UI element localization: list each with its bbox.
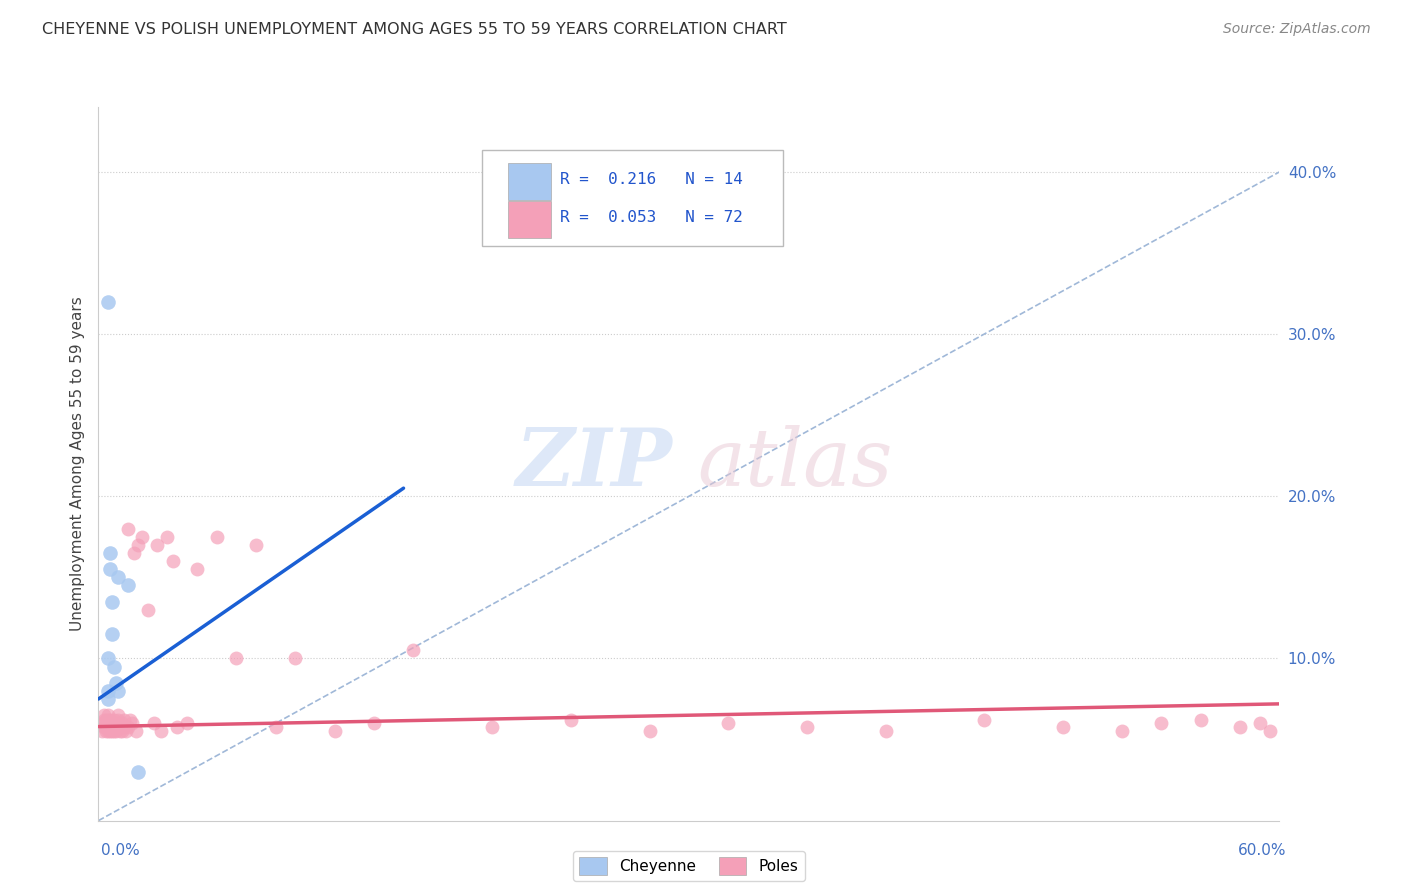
Point bbox=[1258, 724, 1281, 739]
Point bbox=[103, 720, 125, 734]
Point bbox=[97, 713, 120, 727]
Point bbox=[97, 692, 120, 706]
Point bbox=[93, 713, 115, 727]
Text: atlas: atlas bbox=[697, 425, 893, 502]
Text: R =  0.053   N = 72: R = 0.053 N = 72 bbox=[560, 211, 744, 225]
Point bbox=[186, 562, 208, 576]
Point bbox=[284, 651, 307, 665]
Point bbox=[127, 764, 149, 779]
Point bbox=[1111, 724, 1133, 739]
Point bbox=[117, 720, 139, 734]
Text: CHEYENNE VS POLISH UNEMPLOYMENT AMONG AGES 55 TO 59 YEARS CORRELATION CHART: CHEYENNE VS POLISH UNEMPLOYMENT AMONG AG… bbox=[42, 22, 787, 37]
Point bbox=[131, 530, 153, 544]
Point bbox=[117, 578, 139, 592]
Point bbox=[105, 675, 128, 690]
FancyBboxPatch shape bbox=[482, 150, 783, 246]
Point bbox=[101, 716, 124, 731]
Point bbox=[560, 713, 582, 727]
Point bbox=[97, 684, 120, 698]
Point bbox=[105, 716, 128, 731]
Point bbox=[156, 530, 179, 544]
Point bbox=[112, 720, 135, 734]
Point bbox=[136, 603, 159, 617]
Point bbox=[91, 724, 114, 739]
Point bbox=[146, 538, 169, 552]
Point bbox=[125, 724, 148, 739]
Point bbox=[93, 708, 115, 723]
Point bbox=[973, 713, 995, 727]
Point bbox=[1249, 716, 1271, 731]
Point bbox=[98, 713, 121, 727]
Point bbox=[96, 720, 118, 734]
Point bbox=[796, 720, 818, 734]
Point bbox=[97, 651, 120, 665]
Point bbox=[122, 546, 145, 560]
Point bbox=[97, 708, 120, 723]
Point bbox=[142, 716, 165, 731]
Point bbox=[111, 724, 134, 739]
Point bbox=[101, 595, 124, 609]
Point bbox=[103, 713, 125, 727]
Point bbox=[93, 720, 115, 734]
Point bbox=[103, 724, 125, 739]
Point bbox=[98, 546, 121, 560]
Legend: Cheyenne, Poles: Cheyenne, Poles bbox=[574, 851, 804, 880]
Point bbox=[112, 713, 135, 727]
Point bbox=[97, 294, 120, 309]
Point bbox=[98, 720, 121, 734]
Point bbox=[481, 720, 503, 734]
Y-axis label: Unemployment Among Ages 55 to 59 years: Unemployment Among Ages 55 to 59 years bbox=[69, 296, 84, 632]
Point bbox=[245, 538, 267, 552]
Point bbox=[107, 684, 129, 698]
Point bbox=[205, 530, 228, 544]
Text: ZIP: ZIP bbox=[516, 425, 673, 502]
Point bbox=[225, 651, 247, 665]
Point bbox=[118, 713, 141, 727]
Point bbox=[323, 724, 346, 739]
Point bbox=[1189, 713, 1212, 727]
Text: R =  0.216   N = 14: R = 0.216 N = 14 bbox=[560, 172, 744, 187]
Point bbox=[103, 659, 125, 673]
Point bbox=[115, 724, 138, 739]
Point bbox=[98, 562, 121, 576]
Point bbox=[108, 720, 131, 734]
Point bbox=[121, 716, 143, 731]
Point bbox=[97, 724, 120, 739]
Point bbox=[105, 724, 128, 739]
Bar bbox=[508, 163, 551, 200]
Point bbox=[107, 708, 129, 723]
Point bbox=[111, 716, 134, 731]
Point bbox=[363, 716, 385, 731]
Point bbox=[1229, 720, 1251, 734]
Point bbox=[1052, 720, 1074, 734]
Text: 60.0%: 60.0% bbox=[1239, 843, 1286, 858]
Point bbox=[96, 713, 118, 727]
Point bbox=[166, 720, 188, 734]
Point bbox=[150, 724, 173, 739]
Point bbox=[101, 627, 124, 641]
Point bbox=[1150, 716, 1173, 731]
Point bbox=[96, 724, 118, 739]
Point bbox=[107, 570, 129, 584]
Text: Source: ZipAtlas.com: Source: ZipAtlas.com bbox=[1223, 22, 1371, 37]
Point bbox=[176, 716, 198, 731]
Bar bbox=[508, 201, 551, 237]
Point bbox=[98, 724, 121, 739]
Point bbox=[107, 713, 129, 727]
Point bbox=[162, 554, 184, 568]
Point bbox=[638, 724, 661, 739]
Point bbox=[91, 716, 114, 731]
Point bbox=[101, 724, 124, 739]
Point bbox=[264, 720, 287, 734]
Point bbox=[101, 720, 124, 734]
Point bbox=[127, 538, 149, 552]
Point bbox=[97, 720, 120, 734]
Point bbox=[117, 522, 139, 536]
Point bbox=[105, 720, 128, 734]
Point bbox=[717, 716, 740, 731]
Point bbox=[108, 724, 131, 739]
Point bbox=[875, 724, 897, 739]
Text: 0.0%: 0.0% bbox=[101, 843, 141, 858]
Point bbox=[402, 643, 425, 657]
